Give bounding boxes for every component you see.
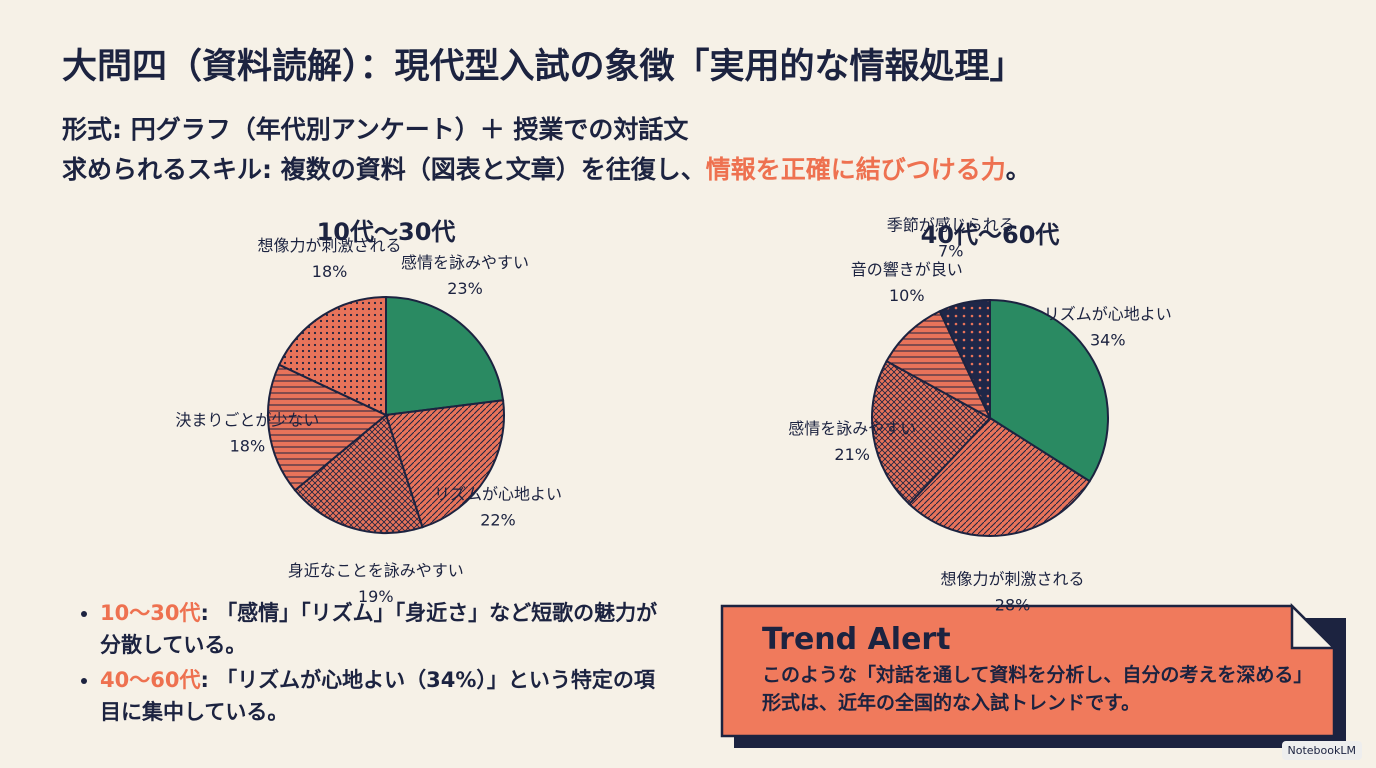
slice-value: 34%: [1090, 330, 1126, 349]
slice-value: 22%: [480, 510, 516, 529]
brand: NotebookLM: [1281, 741, 1362, 760]
slice-label: 音の響きが良い: [851, 260, 963, 279]
slice-label: 想像力が刺激される: [941, 570, 1085, 589]
slice-value: 19%: [358, 587, 394, 606]
bullet-text: : 「感情」「リズム」「身近さ」など短歌の魅力が分散している。: [100, 601, 658, 657]
chart-title: 40代〜60代: [921, 221, 1060, 249]
pie-slice: [385, 295, 505, 417]
slice-label: 決まりごとが少ない: [175, 411, 319, 430]
pie-slice: [885, 309, 993, 421]
chart-title: 10代〜30代: [317, 218, 456, 246]
slice-value: 7%: [938, 241, 963, 260]
pie-slice: [871, 359, 992, 506]
title: 大問四（資料読解）：現代型入試の象徴「実用的な情報処理」: [62, 47, 1025, 87]
slice-value: 18%: [230, 437, 266, 456]
pie-slice: [938, 298, 991, 419]
slice-label: 身近なことを詠みやすい: [288, 561, 464, 580]
bullet: 40〜60代: 「リズムが心地よい（34%）」という特定の項目に集中している。: [100, 665, 660, 728]
slice-value: 23%: [447, 279, 483, 298]
bullet-label: 10〜30代: [100, 601, 201, 625]
pie-slice: [293, 413, 424, 534]
slice-label: 感情を詠みやすい: [788, 419, 916, 438]
bullet-text: : 「リズムが心地よい（34%）」という特定の項目に集中している。: [100, 668, 655, 724]
bullets: 10〜30代: 「感情」「リズム」「身近さ」など短歌の魅力が分散している。 40…: [72, 598, 660, 732]
bullet-label: 40〜60代: [100, 668, 201, 692]
skill-highlight: 情報を正確に結びつける力: [705, 155, 1006, 184]
slice-label: リズムが心地よい: [434, 484, 562, 503]
alert-fold: [1290, 602, 1338, 650]
pie-slice: [384, 399, 505, 529]
slice-label: 季節が感じられる: [887, 215, 1015, 234]
slice-value: 28%: [995, 596, 1031, 615]
slice-value: 10%: [889, 286, 925, 305]
skill-end: 。: [1005, 155, 1031, 184]
slice-label: 想像力が刺激される: [258, 236, 402, 255]
format: 形式: 円グラフ（年代別アンケート）＋ 授業での対話文: [62, 115, 689, 144]
pie-slice: [277, 295, 387, 417]
pie-slice: [267, 363, 388, 492]
skill: 求められるスキル: 複数の資料（図表と文章）を往復し、情報を正確に結びつける力。: [62, 150, 1031, 186]
skill-text: 求められるスキル: 複数の資料（図表と文章）を往復し、: [62, 155, 706, 184]
alert-text: このような「対話を通して資料を分析し、自分の考えを深める」形式は、近年の全国的な…: [762, 664, 1313, 714]
bullet: 10〜30代: 「感情」「リズム」「身近さ」など短歌の魅力が分散している。: [100, 598, 660, 661]
alert-box: [720, 604, 1336, 738]
slice-value: 21%: [834, 445, 870, 464]
slice-value: 18%: [312, 262, 348, 281]
slice-label: リズムが心地よい: [1044, 304, 1172, 323]
alert-title: Trend Alert: [762, 622, 951, 657]
slice-label: 感情を詠みやすい: [401, 253, 529, 272]
pie-slice: [907, 416, 1092, 537]
